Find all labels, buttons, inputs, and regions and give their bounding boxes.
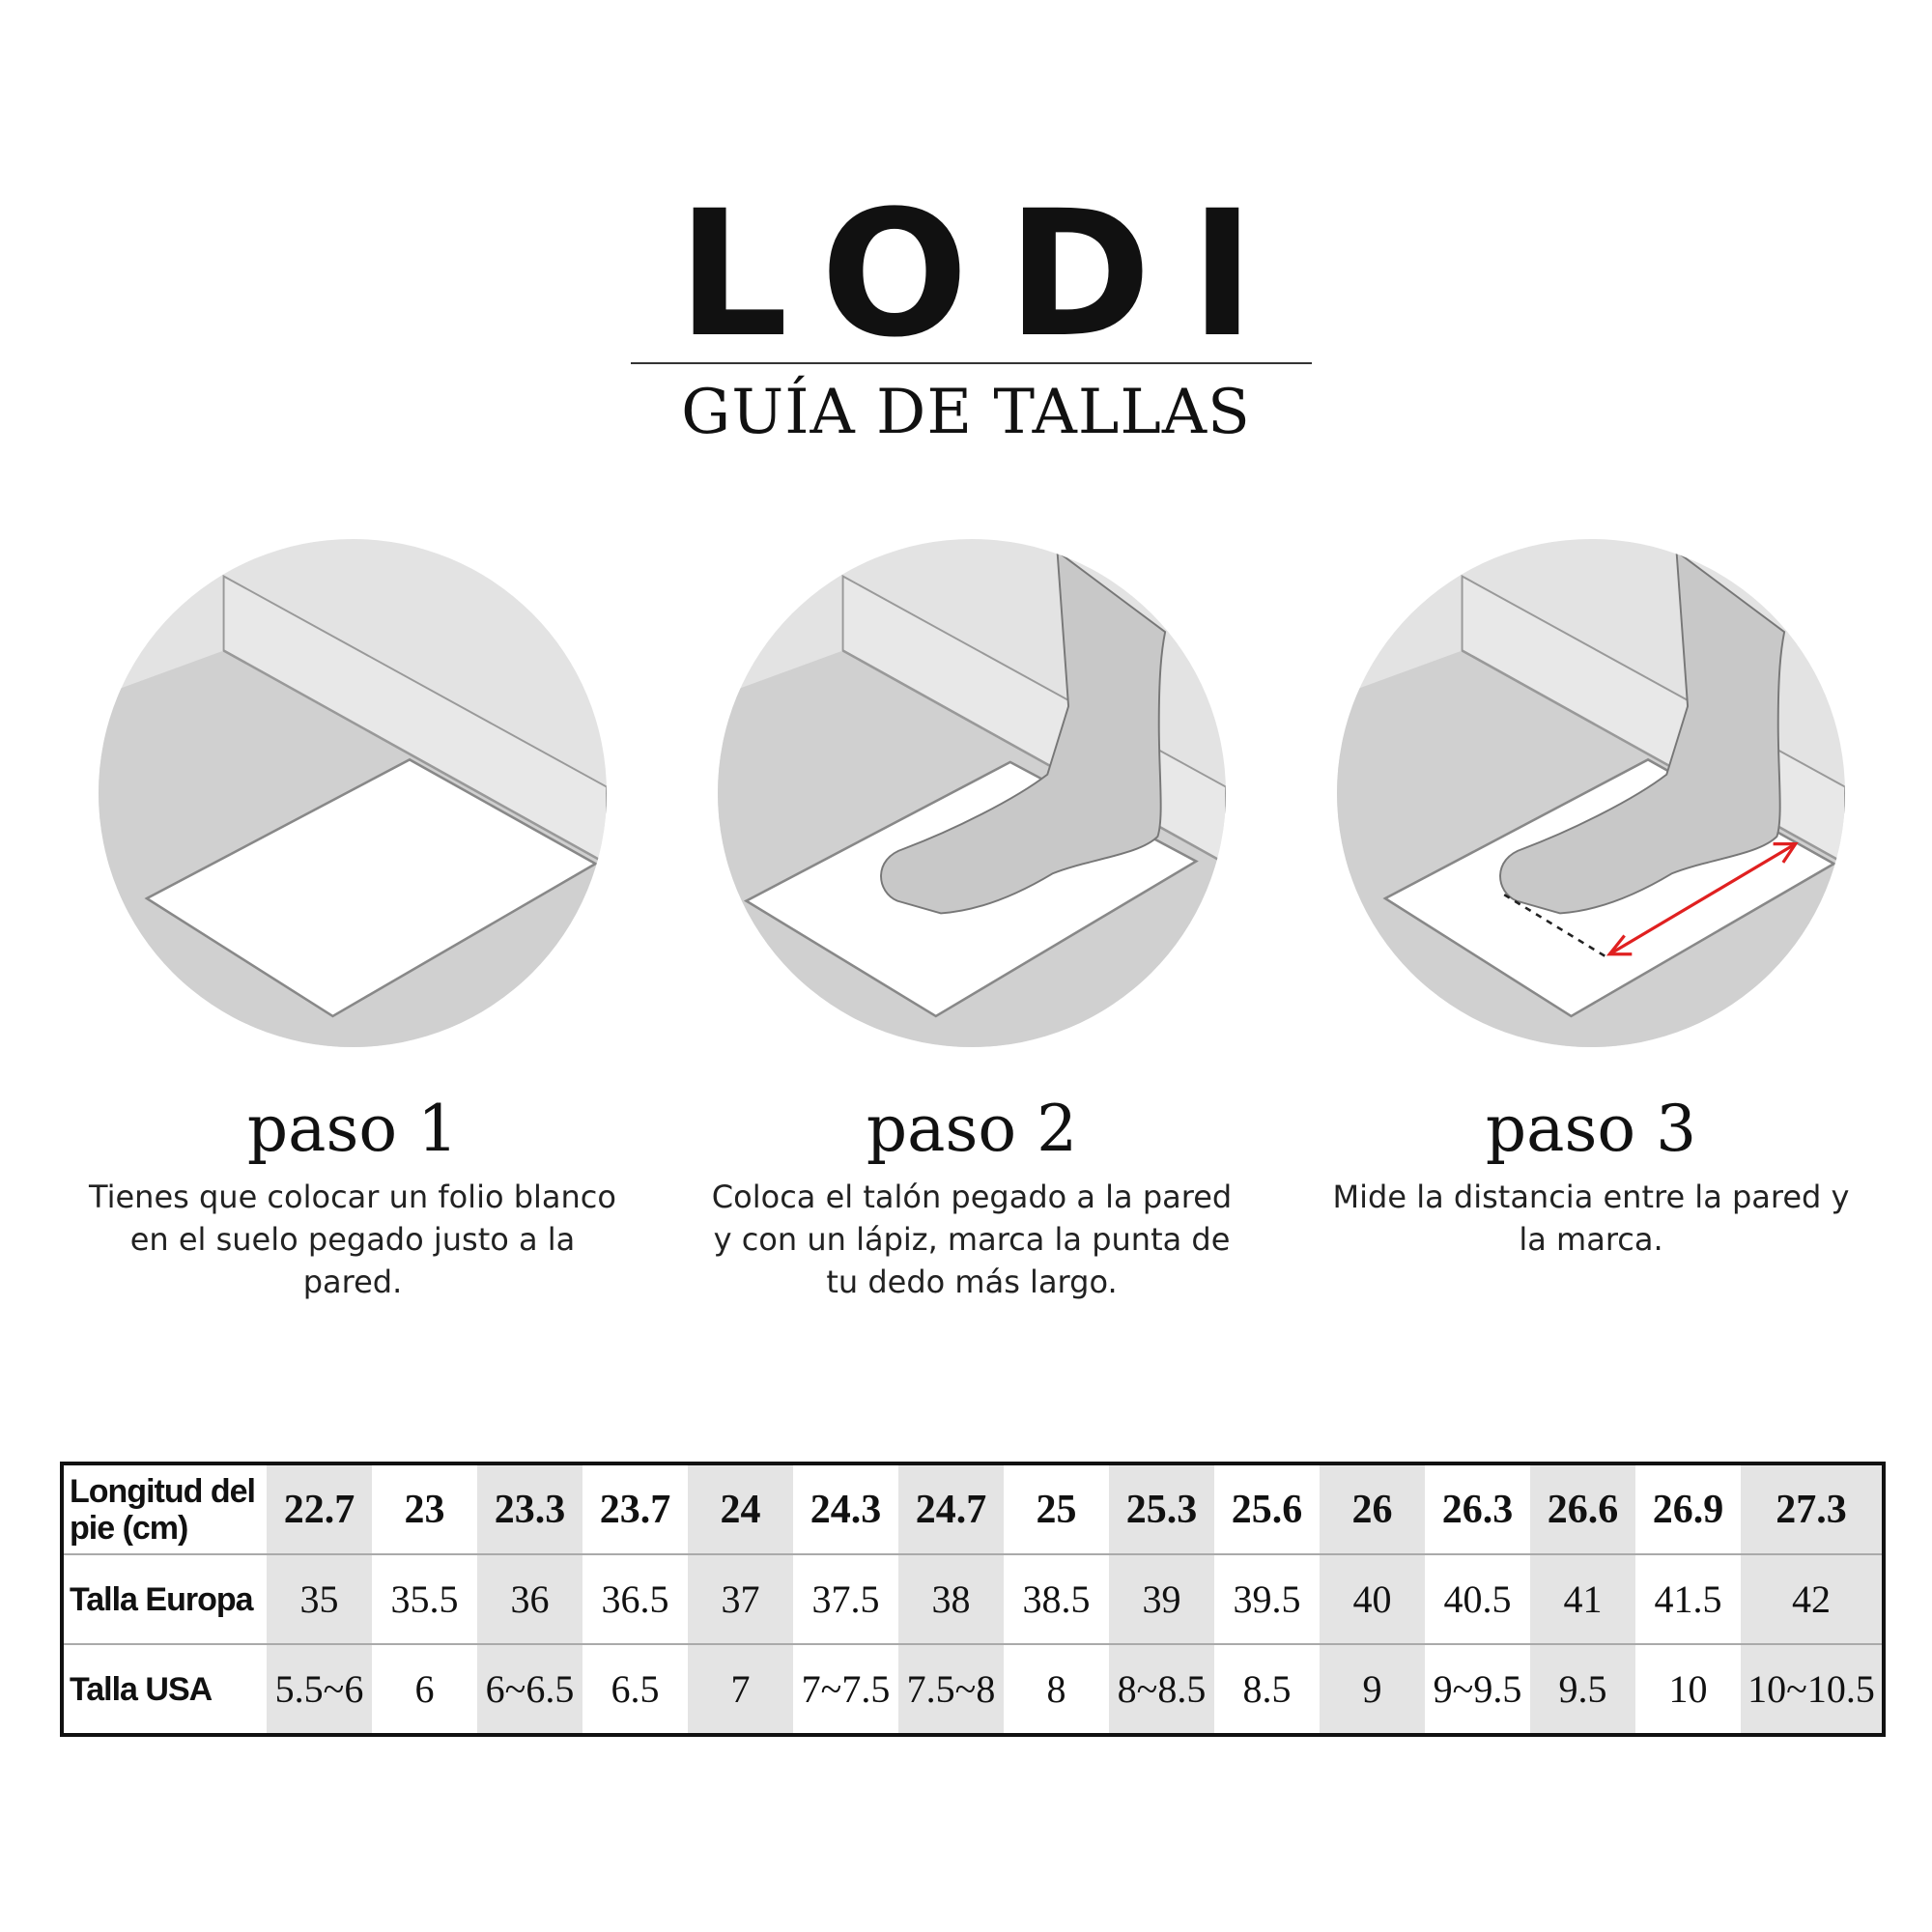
foot-on-paper-illustration <box>718 539 1226 1047</box>
table-cell: 37 <box>688 1554 793 1645</box>
table-row: Longitud del pie (cm) 22.7 23 23.3 23.7 24 24.… <box>62 1463 1884 1555</box>
table-cell: 24.3 <box>793 1463 898 1555</box>
table-cell: 8 <box>1046 1667 1066 1711</box>
step-3: paso 3 Mide la distancia entre la pared … <box>1282 539 1900 1261</box>
table-cell: 36.5 <box>582 1554 688 1645</box>
table-cell: 25 <box>1004 1463 1109 1555</box>
table-cell: 24.7 <box>898 1463 1004 1555</box>
table-cell: 10 <box>1668 1667 1708 1711</box>
table-cell: 25.3 <box>1109 1463 1214 1555</box>
row-header: Talla USA <box>70 1670 213 1708</box>
table-cell: 38.5 <box>1004 1554 1109 1645</box>
table-cell: 6.5 <box>611 1667 660 1711</box>
table-cell: 35 <box>267 1554 372 1645</box>
table-cell: 42 <box>1741 1554 1884 1645</box>
mark-line <box>1503 894 1607 958</box>
table-cell: 7 <box>688 1644 793 1735</box>
table-cell: 26.6 <box>1530 1463 1635 1555</box>
table-cell: 8~8.5 <box>1109 1644 1214 1735</box>
table-cell: 8.5 <box>1242 1667 1292 1711</box>
table-cell: 36 <box>477 1554 582 1645</box>
table-cell: 6~6.5 <box>477 1644 582 1735</box>
table-cell: 40.5 <box>1425 1554 1530 1645</box>
step-description: Tienes que colocar un folio blanco en el… <box>89 1179 616 1300</box>
table-cell: 5.5~6 <box>267 1644 372 1735</box>
step-2: paso 2 Coloca el talón pegado a la pared… <box>663 539 1281 1303</box>
table-cell: 9 <box>1320 1644 1425 1735</box>
table-cell: 26 <box>1320 1463 1425 1555</box>
table-cell: 40 <box>1320 1554 1425 1645</box>
table-cell: 6 <box>414 1667 435 1711</box>
table-cell: 41.5 <box>1635 1554 1741 1645</box>
table-cell: 7.5~8 <box>898 1644 1004 1735</box>
table-cell: 7~7.5 <box>801 1667 891 1711</box>
table-cell: 9.5 <box>1530 1644 1635 1735</box>
page-title: GUÍA DE TALLAS <box>681 377 1251 448</box>
step-title: paso 1 <box>246 1092 459 1166</box>
table-cell: 39.5 <box>1214 1554 1320 1645</box>
table-cell: 25.6 <box>1214 1463 1320 1555</box>
step-description: Coloca el talón pegado a la pared y con … <box>711 1179 1233 1300</box>
table-cell: 26.9 <box>1635 1463 1741 1555</box>
table-cell: 10~10.5 <box>1741 1644 1884 1735</box>
table-cell: 39 <box>1109 1554 1214 1645</box>
table-cell: 41 <box>1530 1554 1635 1645</box>
table-cell: 37.5 <box>793 1554 898 1645</box>
size-table: Longitud del pie (cm) 22.7 23 23.3 23.7 24 24.… <box>60 1462 1886 1737</box>
brand-logo: LODI <box>677 174 1293 376</box>
table-cell: 23.7 <box>582 1463 688 1555</box>
row-header: Talla Europa <box>62 1554 267 1645</box>
divider <box>631 362 1312 364</box>
step-1: paso 1 Tienes que colocar un folio blanc… <box>43 539 662 1303</box>
row-header: Longitud del pie (cm) <box>62 1463 267 1555</box>
table-cell: 23 <box>372 1463 477 1555</box>
table-cell: 35.5 <box>372 1554 477 1645</box>
step-description: Mide la distancia entre la pared y la ma… <box>1332 1179 1850 1258</box>
step-title: paso 2 <box>866 1092 1078 1166</box>
table-row: Talla Europa 35 35.5 36 36.5 37 37.5 38 38.5 39 39… <box>62 1554 1884 1645</box>
table-row: Talla USA 5.5~6 6 6~6.5 6.5 7 7~7.5 7.5~8 8 8~8.5… <box>62 1644 1884 1735</box>
step-title: paso 3 <box>1485 1092 1697 1166</box>
paper-on-floor-illustration <box>99 539 607 1047</box>
table-cell: 27.3 <box>1741 1463 1884 1555</box>
table-cell: 23.3 <box>477 1463 582 1555</box>
table-cell: 9~9.5 <box>1433 1667 1522 1711</box>
table-cell: 26.3 <box>1425 1463 1530 1555</box>
table-cell: 22.7 <box>267 1463 372 1555</box>
measure-arrow-icon <box>1605 841 1799 956</box>
table-cell: 38 <box>898 1554 1004 1645</box>
foot-measure-illustration <box>1337 539 1845 1047</box>
table-cell: 24 <box>688 1463 793 1555</box>
